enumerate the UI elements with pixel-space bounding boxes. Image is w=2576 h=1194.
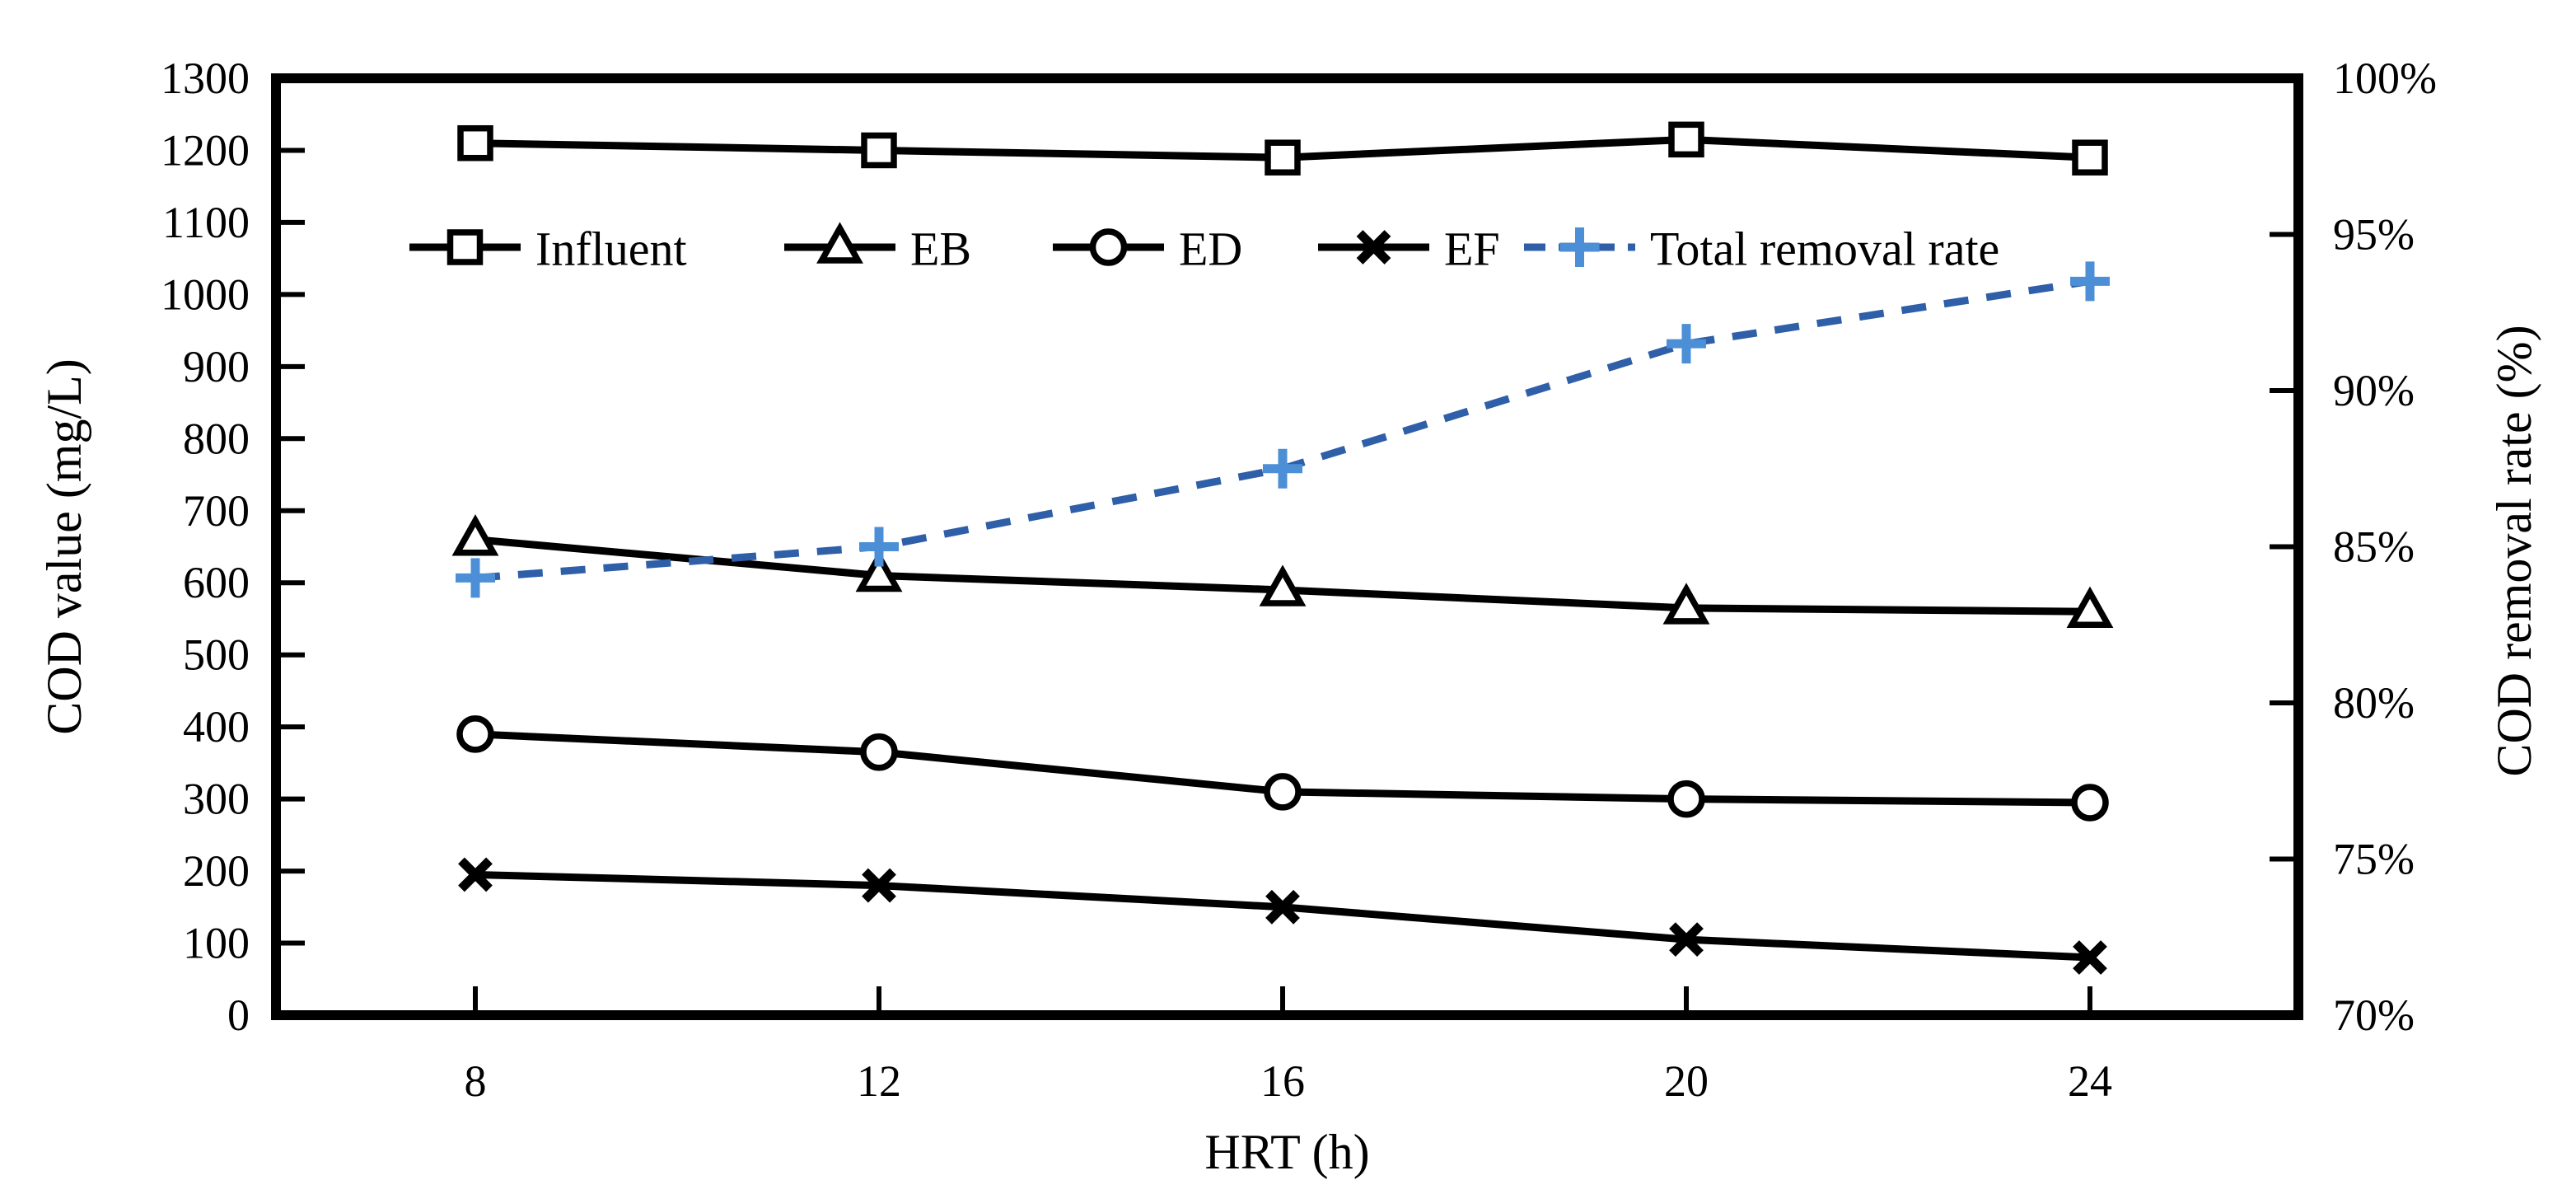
x-marker xyxy=(1356,230,1391,265)
x-tick-label: 12 xyxy=(857,1056,901,1106)
square-marker xyxy=(446,229,484,265)
y-right-tick-label: 75% xyxy=(2333,835,2415,884)
x-marker xyxy=(458,857,493,892)
square-marker xyxy=(2072,139,2108,176)
circle-marker xyxy=(860,733,898,771)
square-marker-shape xyxy=(457,124,493,162)
y-left-tick-label: 400 xyxy=(183,702,250,752)
y-right-tick-label: 70% xyxy=(2333,990,2415,1040)
circle-marker-shape xyxy=(1089,228,1128,266)
x-marker xyxy=(1265,889,1300,925)
y-left-tick-label: 200 xyxy=(183,846,250,896)
square-marker-shape xyxy=(446,229,484,265)
square-marker-shape xyxy=(1265,139,1301,176)
square-marker xyxy=(1668,121,1704,158)
square-marker-shape xyxy=(861,132,897,169)
legend-item-eb: EB xyxy=(784,222,971,276)
plus-marker xyxy=(859,527,899,567)
y-left-tick-label: 1000 xyxy=(161,269,250,319)
square-marker-shape xyxy=(1668,121,1704,158)
x-axis-title: HRT (h) xyxy=(1204,1125,1369,1179)
x-tick-label: 24 xyxy=(2068,1056,2112,1106)
triangle-marker xyxy=(1662,583,1710,625)
y-left-tick-label: 1300 xyxy=(161,54,250,103)
y-left-tick-label: 0 xyxy=(227,990,250,1040)
triangle-marker-shape xyxy=(1259,564,1307,606)
triangle-marker xyxy=(855,550,903,592)
circle-marker-shape xyxy=(2071,784,2109,822)
triangle-marker-shape xyxy=(2066,586,2114,628)
legend-label: ED xyxy=(1179,222,1242,276)
y-right-tick-label: 100% xyxy=(2333,54,2437,103)
triangle-marker xyxy=(2066,586,2114,628)
y-left-tick-label: 800 xyxy=(183,414,250,463)
triangle-marker-shape xyxy=(816,222,863,264)
x-marker-shape xyxy=(862,868,896,903)
x-tick-label: 20 xyxy=(1664,1056,1709,1106)
x-tick-label: 16 xyxy=(1260,1056,1305,1106)
triangle-marker xyxy=(816,222,863,264)
y-left-tick-label: 500 xyxy=(183,630,250,680)
triangle-marker-shape xyxy=(855,550,903,592)
circle-marker xyxy=(1264,773,1302,811)
square-marker-shape xyxy=(2072,139,2108,176)
y-right-axis-title: COD removal rate (%) xyxy=(2487,325,2541,776)
legend-label: EF xyxy=(1444,222,1500,276)
legend-label: Total removal rate xyxy=(1650,222,1999,276)
legend-item-ef: EF xyxy=(1318,222,1500,276)
x-marker-shape xyxy=(1669,922,1704,958)
plus-marker xyxy=(456,558,495,598)
legend-item-influent: Influent xyxy=(409,222,687,276)
series-line-total-removal-rate xyxy=(475,277,2091,582)
y-left-tick-label: 300 xyxy=(183,775,250,824)
x-marker xyxy=(2073,940,2107,975)
x-marker-shape xyxy=(1265,889,1300,925)
circle-marker-shape xyxy=(456,715,494,753)
plus-marker xyxy=(1667,324,1706,364)
square-marker xyxy=(861,132,897,169)
circle-marker-shape xyxy=(1264,773,1302,811)
plus-marker xyxy=(1559,227,1600,267)
x-marker-shape xyxy=(1356,230,1391,265)
plus-marker xyxy=(2070,261,2110,302)
legend-label: Influent xyxy=(535,222,687,276)
y-left-tick-label: 100 xyxy=(183,919,250,968)
triangle-marker xyxy=(451,514,499,556)
legend-item-ed: ED xyxy=(1053,222,1242,276)
x-marker-shape xyxy=(458,857,493,892)
square-marker xyxy=(1265,139,1301,176)
x-marker xyxy=(862,868,896,903)
y-left-axis-title: COD value (mg/L) xyxy=(37,358,91,735)
y-right-tick-label: 90% xyxy=(2333,366,2415,415)
square-marker xyxy=(457,124,493,162)
plus-marker xyxy=(1263,448,1302,489)
legend-label: EB xyxy=(910,222,971,276)
y-right-tick-label: 95% xyxy=(2333,210,2415,260)
circle-marker xyxy=(1667,780,1705,818)
circle-marker xyxy=(456,715,494,753)
circle-marker-shape xyxy=(860,733,898,771)
y-left-tick-label: 1200 xyxy=(161,125,250,175)
triangle-marker-shape xyxy=(451,514,499,556)
circle-marker-shape xyxy=(1667,780,1705,818)
y-right-tick-label: 80% xyxy=(2333,678,2415,728)
x-tick-label: 8 xyxy=(465,1056,487,1106)
y-left-tick-label: 700 xyxy=(183,486,250,536)
circle-marker xyxy=(2071,784,2109,822)
triangle-marker-shape xyxy=(1662,583,1710,625)
triangle-marker xyxy=(1259,564,1307,606)
y-left-tick-label: 1100 xyxy=(162,198,250,247)
x-marker-shape xyxy=(2073,940,2107,975)
legend-item-total-removal-rate: Total removal rate xyxy=(1524,222,1999,276)
x-marker xyxy=(1669,922,1704,958)
y-right-tick-label: 85% xyxy=(2333,522,2415,572)
circle-marker xyxy=(1089,228,1128,266)
series-line-ef xyxy=(475,870,2091,962)
y-left-tick-label: 900 xyxy=(183,342,250,391)
y-left-tick-label: 600 xyxy=(183,558,250,607)
